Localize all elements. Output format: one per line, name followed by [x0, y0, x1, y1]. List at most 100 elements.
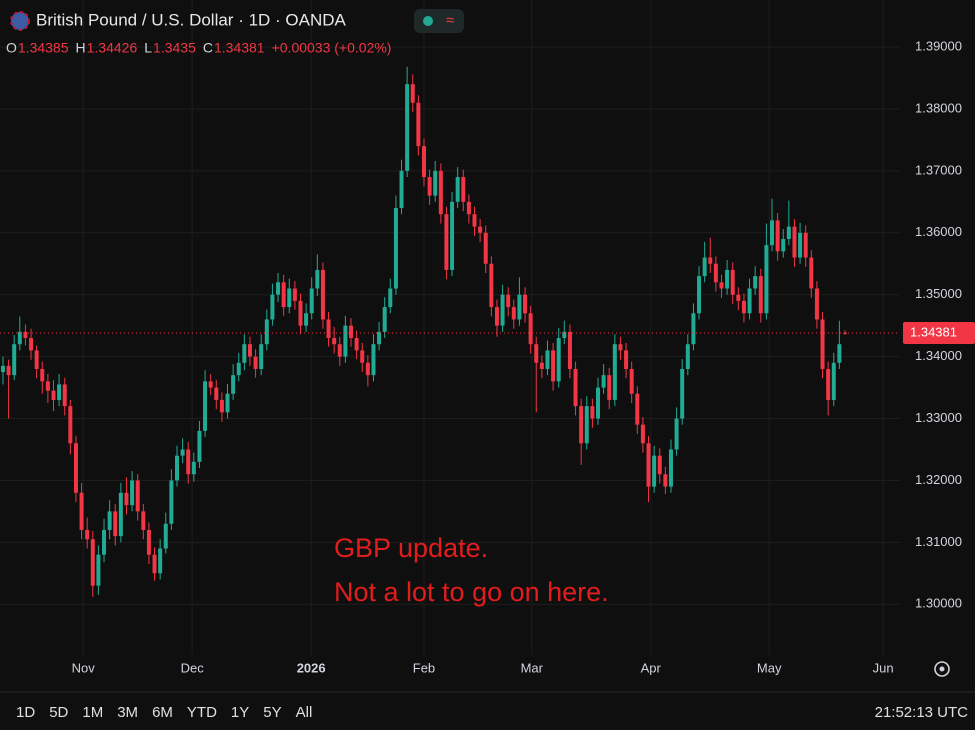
candle-body — [421, 146, 426, 178]
candle-body — [270, 294, 275, 320]
candle-body — [814, 288, 819, 320]
range-button[interactable]: YTD — [187, 704, 217, 721]
candle-body — [371, 344, 376, 376]
symbol-flag-pattern — [10, 11, 30, 31]
y-tick-label: 1.33000 — [915, 410, 962, 425]
candle-body — [62, 384, 67, 407]
ohlc-value: 1.34426 — [87, 40, 138, 56]
candle-body — [528, 313, 533, 345]
candle-body — [113, 511, 118, 537]
annotation: GBP update. — [334, 533, 488, 563]
candle-body — [349, 325, 354, 339]
candle-body — [831, 362, 836, 400]
candle-body — [85, 529, 90, 540]
candle-body — [438, 170, 443, 215]
candle-body — [691, 313, 696, 345]
range-button[interactable]: 1Y — [231, 704, 249, 721]
candle-body — [264, 319, 269, 345]
x-tick-label: Jun — [873, 660, 894, 675]
candle-body — [702, 257, 707, 277]
candle-body — [758, 276, 763, 314]
candle-body — [483, 232, 488, 264]
candle-body — [298, 300, 303, 326]
symbol-flag — [11, 12, 29, 30]
candle-body — [652, 455, 657, 487]
candle-body — [382, 307, 387, 332]
candle-body — [405, 84, 410, 171]
range-button[interactable]: All — [296, 704, 313, 721]
candle-body — [174, 455, 179, 481]
clock: 21:52:13 UTC — [875, 704, 969, 721]
annotation: Not a lot to go on here. — [334, 577, 609, 607]
range-button[interactable]: 5Y — [263, 704, 281, 721]
plot — [0, 66, 900, 597]
candle-body — [309, 288, 314, 314]
candle-body — [798, 232, 803, 258]
candle-body — [163, 523, 168, 549]
candle-body — [612, 344, 617, 400]
candle-body — [152, 554, 157, 574]
candle-body — [242, 344, 247, 363]
candle-body — [96, 554, 101, 586]
candle-body — [786, 226, 791, 239]
status-badge[interactable] — [414, 9, 464, 33]
candle-body — [214, 387, 219, 400]
candle-body — [680, 368, 685, 419]
candle-body — [433, 170, 438, 196]
candle-body — [107, 511, 112, 530]
ohlc-change: +0.00033 (+0.02%) — [272, 40, 392, 56]
range-button[interactable]: 5D — [49, 704, 68, 721]
ohlc-value: 1.3435 — [153, 40, 196, 56]
candle-body — [663, 474, 668, 487]
candle-body — [685, 344, 690, 369]
candle-body — [135, 480, 140, 512]
candle-body — [146, 529, 151, 555]
candle-body — [747, 288, 752, 314]
x-tick-label: 2026 — [297, 660, 326, 675]
ohlc-letter: C — [203, 40, 213, 56]
candle-body — [556, 338, 561, 382]
candle-body — [511, 307, 516, 320]
y-tick-label: 1.38000 — [915, 100, 962, 115]
candle-body — [607, 375, 612, 400]
candle-body — [158, 548, 163, 574]
x-tick-label: Apr — [641, 660, 662, 675]
candle-body — [292, 288, 297, 301]
candle-body — [259, 344, 264, 369]
candle-body — [590, 406, 595, 419]
range-button[interactable]: 1D — [16, 704, 35, 721]
candle-body — [730, 269, 735, 295]
y-tick-label: 1.34000 — [915, 348, 962, 363]
candle-body — [90, 539, 95, 586]
candle-body — [500, 294, 505, 326]
candle-body — [523, 294, 528, 314]
range-button[interactable]: 3M — [117, 704, 138, 721]
settings-icon[interactable] — [934, 661, 950, 677]
y-tick-label: 1.37000 — [915, 162, 962, 177]
candle-body — [601, 375, 606, 388]
candle-body — [736, 294, 741, 301]
y-tick-label: 1.32000 — [915, 472, 962, 487]
candle-body — [494, 307, 499, 326]
candle-body — [186, 449, 191, 475]
candle-body — [753, 276, 758, 289]
candle-body — [573, 368, 578, 407]
x-tick-label: Dec — [181, 660, 205, 675]
y-tick-label: 1.31000 — [915, 534, 962, 549]
candle-body — [326, 319, 331, 339]
candle-body — [208, 381, 213, 388]
candle-body — [197, 430, 202, 462]
range-button[interactable]: 1M — [82, 704, 103, 721]
candle-body — [34, 350, 39, 369]
x-tick-label: Mar — [521, 660, 544, 675]
candle-body — [455, 177, 460, 202]
candle-body — [343, 325, 348, 357]
candle-body — [584, 406, 589, 444]
range-button[interactable]: 6M — [152, 704, 173, 721]
grid — [0, 0, 900, 655]
candle-body — [102, 529, 107, 555]
ohlc-letter: O — [6, 40, 17, 56]
candle-body — [124, 492, 129, 506]
candle-body — [354, 338, 359, 351]
